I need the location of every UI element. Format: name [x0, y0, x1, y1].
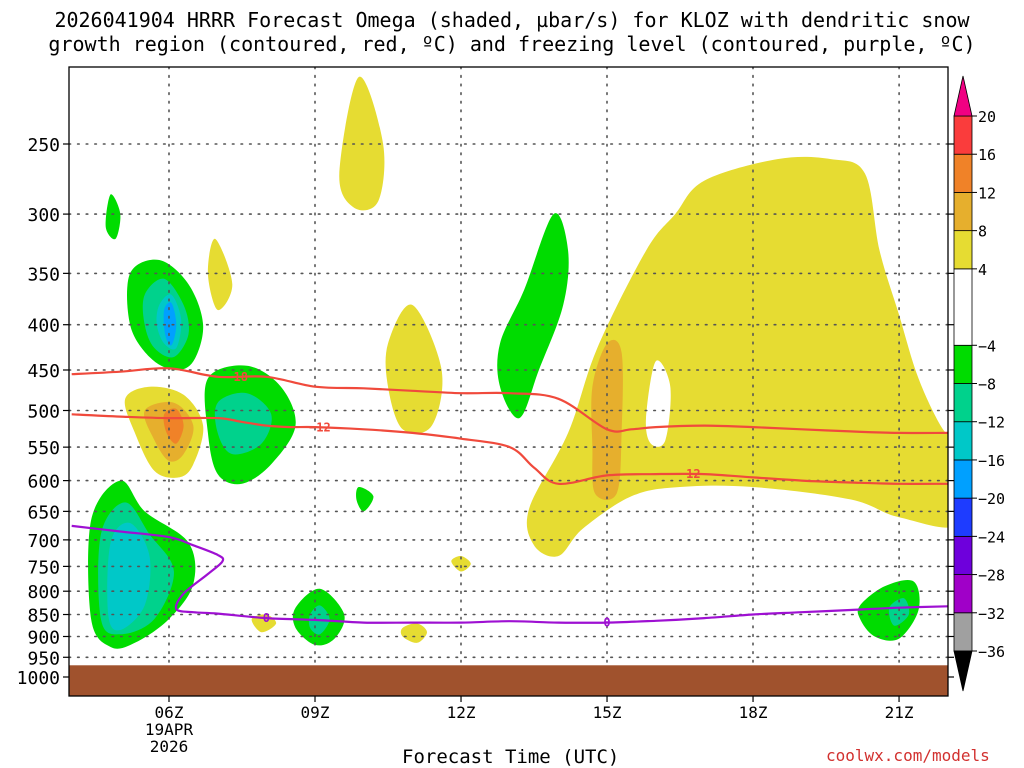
colorbar-label-5: −4	[978, 337, 996, 355]
contour-label--18-1: −18	[226, 370, 248, 384]
colorbar-label-11: −28	[978, 567, 1005, 585]
colorbar-label-7: −12	[978, 414, 1005, 432]
omega-hole-1	[645, 360, 671, 447]
colorbar-band--4-4	[953, 268, 973, 346]
colorbar-band--28--24	[953, 535, 973, 575]
colorbar-label-0: 20	[978, 108, 996, 126]
colorbar-band--36--32	[953, 612, 973, 652]
x-tick-label-09Z: 09Z	[301, 703, 330, 722]
y-tick-label-300: 300	[27, 205, 60, 226]
contour-line--12	[71, 413, 948, 485]
colorbar-label-1: 16	[978, 146, 996, 164]
contour-line-0	[71, 524, 948, 624]
x-tick-label-18Z: 18Z	[739, 703, 768, 722]
x-tick-year: 2026	[150, 737, 189, 756]
colorbar-band-12-16	[953, 153, 973, 193]
omega-region-1	[105, 194, 121, 240]
colorbar-label-13: −36	[978, 643, 1005, 661]
omega-region-22	[385, 304, 443, 434]
x-tick-date: 19APR	[145, 720, 194, 739]
y-tick-label-800: 800	[27, 582, 60, 603]
colorbar-under-arrow	[953, 650, 973, 692]
omega-region-14	[497, 213, 569, 419]
colorbar-label-6: −8	[978, 376, 996, 394]
colorbar-label-8: −16	[978, 452, 1005, 470]
contour-label--12-1: −12	[309, 420, 331, 434]
colorbar-band--16--12	[953, 421, 973, 461]
colorbar-band--8--4	[953, 344, 973, 384]
colorbar-band-4-8	[953, 230, 973, 270]
y-tick-label-900: 900	[27, 627, 60, 648]
colorbar-band-8-12	[953, 192, 973, 232]
colorbar-label-3: 8	[978, 223, 987, 241]
colorbar-band-16-20	[953, 115, 973, 155]
y-tick-label-250: 250	[27, 135, 60, 156]
x-tick-label-06Z: 06Z	[155, 703, 184, 722]
y-tick-label-750: 750	[27, 557, 60, 578]
colorbar-band--24--20	[953, 497, 973, 537]
x-axis-title: Forecast Time (UTC)	[402, 746, 620, 768]
omega-region-23	[451, 555, 471, 572]
contour-label-0-1: 0	[263, 611, 270, 625]
y-tick-label-350: 350	[27, 264, 60, 285]
x-tick-label-15Z: 15Z	[593, 703, 622, 722]
colorbar: 20 16 12 8 4 −4 −8 −12 −16 −20 −24 −28 −32 −36	[953, 75, 1005, 692]
y-tick-label-400: 400	[27, 316, 60, 337]
y-tick-label-600: 600	[27, 472, 60, 493]
colorbar-label-10: −24	[978, 528, 1005, 546]
colorbar-over-arrow	[953, 75, 973, 117]
omega-region-15	[857, 580, 920, 641]
x-tick-label-21Z: 21Z	[885, 703, 914, 722]
source-credit: coolwx.com/models	[826, 746, 990, 765]
colorbar-label-2: 12	[978, 184, 996, 202]
y-tick-label-700: 700	[27, 531, 60, 552]
omega-region-16	[888, 598, 910, 626]
colorbar-band--12--8	[953, 383, 973, 423]
omega-region-7	[214, 392, 272, 455]
plot-area: −18 −12 −12 0 0	[69, 67, 948, 696]
omega-region-24	[400, 623, 427, 643]
chart-title-line-2: growth region (contoured, red, ºC) and f…	[48, 32, 976, 56]
y-tick-label-950: 950	[27, 648, 60, 669]
y-tick-label-450: 450	[27, 361, 60, 382]
contour-label-0-2: 0	[603, 616, 610, 630]
colorbar-band--32--28	[953, 574, 973, 614]
chart-title-line-1: 2026041904 HRRR Forecast Omega (shaded, …	[54, 8, 970, 32]
omega-region-5	[163, 302, 177, 346]
omega-region-26	[526, 156, 948, 557]
omega-region-18	[207, 238, 233, 311]
x-tick-label-12Z: 12Z	[447, 703, 476, 722]
ground-fill	[69, 665, 948, 696]
contour-line--18	[71, 367, 948, 435]
contour-label--12-2: −12	[679, 467, 701, 481]
omega-region-10	[107, 522, 151, 631]
colorbar-label-9: −20	[978, 490, 1005, 508]
y-tick-label-850: 850	[27, 606, 60, 627]
colorbar-label-4: 4	[978, 261, 987, 279]
y-tick-label-650: 650	[27, 502, 60, 523]
y-tick-label-500: 500	[27, 402, 60, 423]
y-tick-label-550: 550	[27, 438, 60, 459]
y-tick-label-1000: 1000	[17, 668, 60, 689]
colorbar-label-12: −32	[978, 605, 1005, 623]
omega-region-11	[356, 486, 374, 512]
colorbar-band--20--16	[953, 459, 973, 499]
plot-frame	[68, 66, 949, 697]
